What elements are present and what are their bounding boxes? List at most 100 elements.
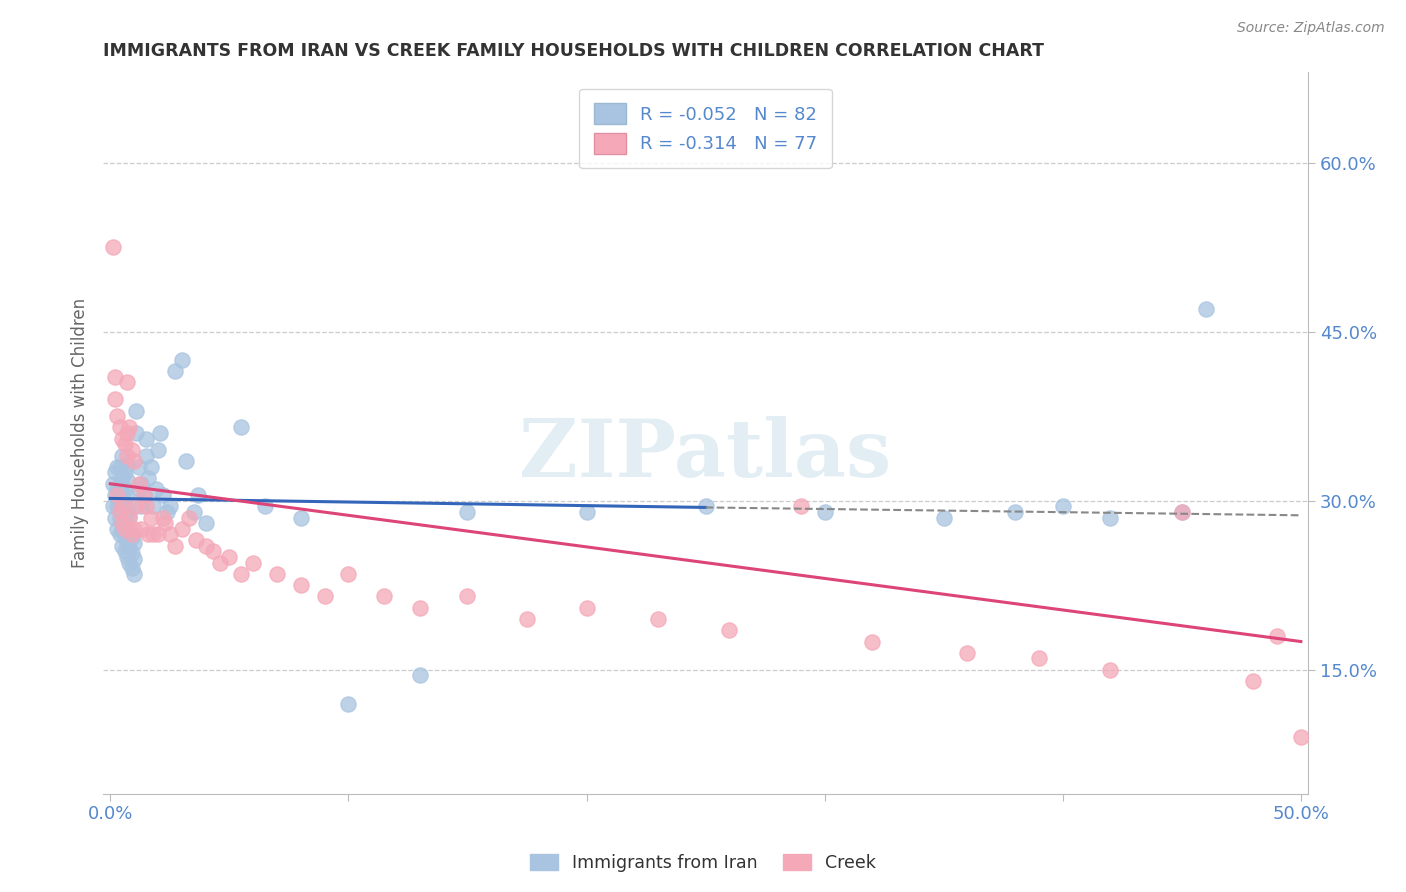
Point bbox=[125, 425, 148, 440]
Point bbox=[1337, 741, 1360, 756]
Point bbox=[115, 505, 138, 519]
Point bbox=[101, 476, 124, 491]
Point bbox=[118, 556, 141, 570]
Point bbox=[337, 697, 360, 711]
Point bbox=[107, 500, 129, 514]
Point bbox=[290, 510, 312, 524]
Point bbox=[107, 483, 129, 497]
Point bbox=[108, 510, 131, 524]
Point bbox=[139, 510, 162, 524]
Point bbox=[107, 522, 129, 536]
Point bbox=[575, 505, 598, 519]
Point bbox=[814, 505, 837, 519]
Point bbox=[114, 514, 136, 528]
Point bbox=[456, 590, 478, 604]
Point bbox=[139, 459, 162, 474]
Text: Source: ZipAtlas.com: Source: ZipAtlas.com bbox=[1237, 21, 1385, 35]
Point bbox=[111, 488, 134, 502]
Point bbox=[170, 522, 193, 536]
Point bbox=[146, 527, 169, 541]
Point bbox=[121, 442, 143, 457]
Point bbox=[1361, 516, 1384, 531]
Point bbox=[128, 483, 150, 497]
Point bbox=[163, 539, 186, 553]
Point bbox=[153, 516, 176, 531]
Point bbox=[108, 505, 131, 519]
Legend: Immigrants from Iran, Creek: Immigrants from Iran, Creek bbox=[523, 847, 883, 879]
Point bbox=[218, 549, 240, 564]
Point bbox=[122, 522, 145, 536]
Point bbox=[115, 474, 138, 488]
Point bbox=[104, 369, 127, 384]
Point bbox=[118, 525, 141, 540]
Point bbox=[115, 449, 138, 463]
Point bbox=[242, 556, 264, 570]
Point bbox=[176, 454, 198, 468]
Point bbox=[107, 488, 129, 502]
Point bbox=[1385, 753, 1406, 767]
Point bbox=[1052, 500, 1074, 514]
Point bbox=[1241, 673, 1264, 688]
Point bbox=[108, 493, 131, 508]
Point bbox=[114, 544, 136, 558]
Point bbox=[104, 488, 127, 502]
Point bbox=[187, 488, 209, 502]
Point bbox=[111, 432, 134, 446]
Point bbox=[129, 476, 152, 491]
Point bbox=[122, 566, 145, 581]
Point bbox=[146, 442, 169, 457]
Point bbox=[156, 505, 179, 519]
Point bbox=[201, 544, 224, 558]
Point bbox=[409, 668, 432, 682]
Point bbox=[121, 530, 143, 544]
Y-axis label: Family Households with Children: Family Households with Children bbox=[72, 298, 89, 568]
Point bbox=[1004, 505, 1026, 519]
Point bbox=[409, 600, 432, 615]
Point bbox=[111, 539, 134, 553]
Point bbox=[231, 566, 253, 581]
Point bbox=[128, 476, 150, 491]
Point bbox=[114, 522, 136, 536]
Text: ZIPatlas: ZIPatlas bbox=[519, 416, 891, 493]
Point bbox=[138, 527, 160, 541]
Point bbox=[125, 403, 148, 417]
Point bbox=[956, 646, 979, 660]
Point bbox=[118, 510, 141, 524]
Point bbox=[111, 449, 134, 463]
Point bbox=[1099, 663, 1122, 677]
Point bbox=[115, 521, 138, 535]
Point bbox=[177, 510, 200, 524]
Point bbox=[456, 505, 478, 519]
Text: IMMIGRANTS FROM IRAN VS CREEK FAMILY HOUSEHOLDS WITH CHILDREN CORRELATION CHART: IMMIGRANTS FROM IRAN VS CREEK FAMILY HOU… bbox=[103, 42, 1045, 60]
Point bbox=[115, 536, 138, 550]
Point bbox=[122, 552, 145, 566]
Point bbox=[118, 420, 141, 434]
Point bbox=[145, 483, 167, 497]
Point bbox=[695, 500, 717, 514]
Point bbox=[115, 458, 138, 472]
Point bbox=[114, 437, 136, 451]
Point bbox=[114, 498, 136, 512]
Point bbox=[122, 536, 145, 550]
Point bbox=[111, 500, 134, 514]
Point bbox=[142, 527, 165, 541]
Point bbox=[163, 364, 186, 378]
Point bbox=[290, 578, 312, 592]
Point bbox=[115, 425, 138, 440]
Point bbox=[860, 634, 883, 648]
Point bbox=[115, 489, 138, 503]
Point bbox=[101, 240, 124, 254]
Point bbox=[111, 471, 134, 485]
Point bbox=[104, 510, 127, 524]
Point bbox=[152, 510, 174, 524]
Point bbox=[132, 488, 155, 502]
Point bbox=[121, 561, 143, 575]
Point bbox=[194, 516, 217, 531]
Point bbox=[108, 476, 131, 491]
Point bbox=[108, 459, 131, 474]
Point bbox=[208, 556, 231, 570]
Point bbox=[111, 516, 134, 531]
Point bbox=[108, 527, 131, 541]
Point bbox=[104, 392, 127, 407]
Point bbox=[135, 449, 157, 463]
